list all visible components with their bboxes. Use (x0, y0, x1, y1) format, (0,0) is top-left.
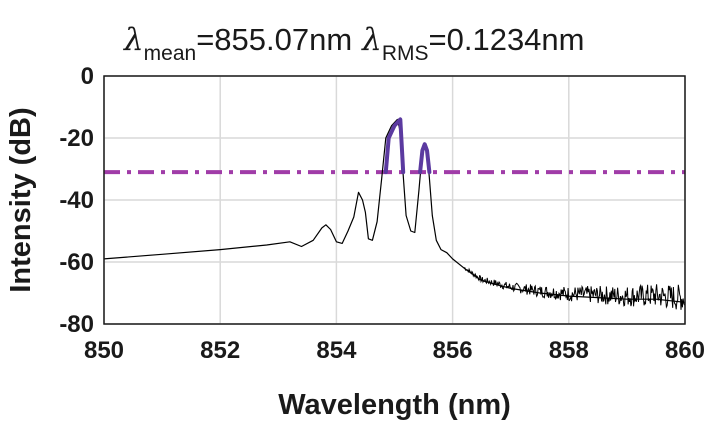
y-tick-label: -40 (59, 187, 94, 214)
peak-highlight-layer (383, 117, 432, 175)
x-tick-label: 852 (200, 337, 240, 364)
grid-lines (103, 75, 686, 325)
y-tick-label: -80 (59, 311, 94, 338)
y-tick-label: -20 (59, 125, 94, 152)
x-tick-label: 860 (665, 337, 705, 364)
x-tick-labels: 850 852 854 856 858 860 (84, 337, 705, 364)
x-tick-label: 854 (316, 337, 357, 364)
y-axis-label: Intensity (dB) (5, 107, 37, 292)
x-tick-label: 858 (549, 337, 589, 364)
spectrum-noise-floor (464, 267, 685, 310)
title-mean-subscript: mean (144, 42, 197, 65)
x-axis-label: Wavelength (nm) (278, 389, 511, 421)
series-layer (103, 118, 686, 310)
y-tick-label: -60 (59, 249, 94, 276)
chart-title: λmean=855.07nm λRMS=0.1234nm (122, 22, 584, 65)
x-tick-label: 856 (433, 337, 473, 364)
title-rms-subscript: RMS (382, 42, 429, 65)
peak-highlight (383, 117, 406, 175)
spectrum-line (103, 118, 686, 303)
title-mean-value: =855.07nm (196, 22, 352, 57)
title-lambda-1: λ (122, 22, 144, 58)
title-lambda-2: λ (360, 22, 382, 58)
x-tick-label: 850 (84, 337, 124, 364)
y-tick-label: 0 (81, 63, 94, 90)
peak-highlight (418, 142, 432, 175)
plot-frame (103, 75, 686, 325)
y-tick-labels: 0 -20 -40 -60 -80 (59, 63, 94, 338)
title-rms-value: =0.1234nm (429, 22, 585, 57)
